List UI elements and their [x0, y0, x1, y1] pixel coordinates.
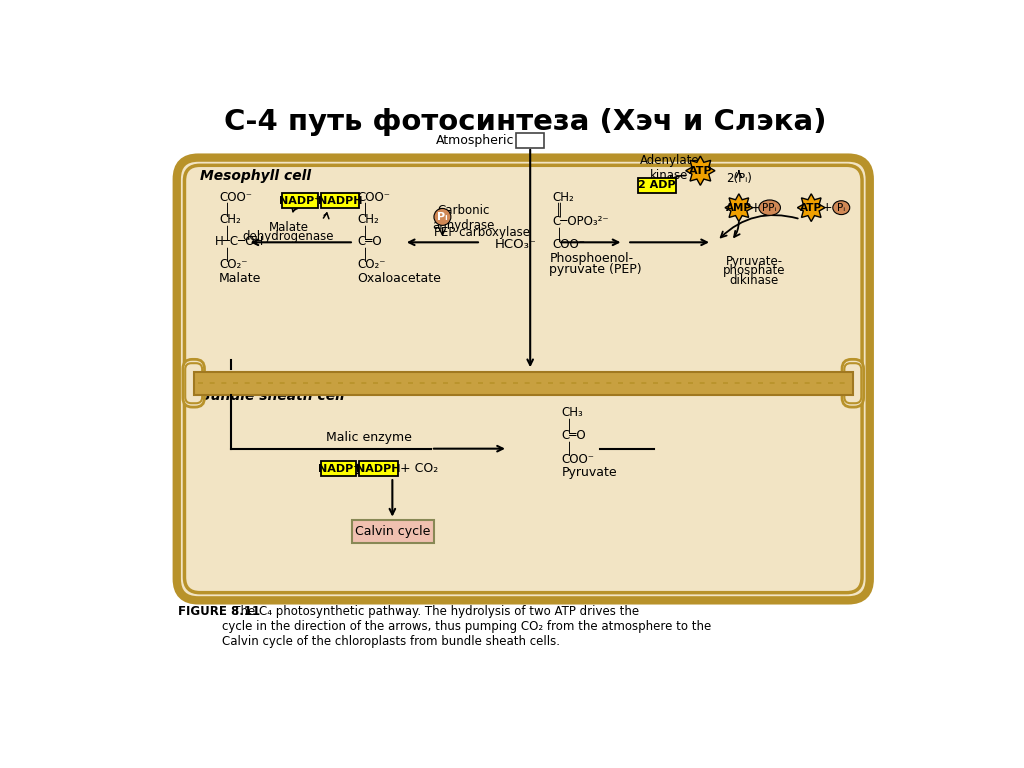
- Text: + CO₂: + CO₂: [400, 462, 438, 475]
- Text: Adenylate
kinase: Adenylate kinase: [640, 154, 699, 182]
- FancyBboxPatch shape: [283, 193, 317, 208]
- FancyBboxPatch shape: [842, 359, 863, 407]
- FancyBboxPatch shape: [845, 363, 861, 403]
- FancyBboxPatch shape: [185, 363, 202, 403]
- Text: Oxaloacetate: Oxaloacetate: [357, 273, 441, 286]
- Text: │: │: [362, 203, 370, 217]
- Text: COO⁻: COO⁻: [553, 238, 586, 251]
- Text: CH₃: CH₃: [562, 406, 584, 419]
- Text: │: │: [223, 203, 230, 217]
- Text: H─C─OH: H─C─OH: [215, 235, 264, 248]
- Text: CH₂: CH₂: [357, 213, 380, 226]
- Text: Carbonic
anhydrase: Carbonic anhydrase: [432, 204, 495, 232]
- Text: NADPH: NADPH: [356, 464, 400, 474]
- Text: Pyruvate-: Pyruvate-: [726, 255, 782, 268]
- Text: COO⁻: COO⁻: [219, 190, 252, 204]
- Text: Malate: Malate: [268, 221, 308, 234]
- FancyBboxPatch shape: [321, 461, 356, 476]
- Text: AMP: AMP: [726, 203, 752, 213]
- Text: │: │: [362, 225, 370, 240]
- FancyBboxPatch shape: [194, 372, 853, 395]
- Text: ATP: ATP: [688, 166, 712, 176]
- Text: Pᵢ: Pᵢ: [437, 212, 447, 222]
- Text: NADP⁺: NADP⁺: [317, 464, 359, 474]
- Text: Phosphoenol-: Phosphoenol-: [550, 253, 634, 265]
- FancyBboxPatch shape: [177, 157, 869, 601]
- Circle shape: [434, 208, 451, 225]
- Text: C═O: C═O: [562, 429, 587, 442]
- FancyBboxPatch shape: [183, 359, 205, 407]
- Text: Atmospheric: Atmospheric: [435, 134, 514, 147]
- Text: Pᵢ: Pᵢ: [838, 203, 846, 213]
- Text: │: │: [565, 419, 572, 433]
- Text: Mesophyll cell: Mesophyll cell: [200, 169, 311, 183]
- Text: CO: CO: [521, 134, 540, 147]
- FancyBboxPatch shape: [321, 193, 359, 208]
- Text: │: │: [565, 442, 572, 456]
- Text: │: │: [223, 248, 230, 262]
- Text: CH₂: CH₂: [219, 213, 241, 226]
- Text: The C₄ photosynthetic pathway. The hydrolysis of two ATP drives the
cycle in the: The C₄ photosynthetic pathway. The hydro…: [222, 605, 712, 648]
- Text: 2: 2: [534, 138, 539, 147]
- Text: │: │: [362, 248, 370, 262]
- Polygon shape: [725, 194, 753, 221]
- Text: phosphate: phosphate: [723, 264, 785, 277]
- Text: +: +: [750, 200, 762, 215]
- Text: dehydrogenase: dehydrogenase: [243, 230, 334, 243]
- Polygon shape: [686, 156, 715, 185]
- Text: 2(Pᵢ): 2(Pᵢ): [726, 172, 752, 185]
- Text: PEP carboxylase: PEP carboxylase: [434, 226, 529, 239]
- Text: CH₂: CH₂: [553, 190, 574, 204]
- Text: COO⁻: COO⁻: [357, 190, 391, 204]
- Text: NADPH: NADPH: [317, 196, 362, 206]
- Text: PPᵢ: PPᵢ: [763, 203, 777, 213]
- Text: ║: ║: [556, 203, 563, 217]
- Text: 2 ADP: 2 ADP: [638, 180, 676, 190]
- Text: CO₂⁻: CO₂⁻: [219, 258, 248, 270]
- Text: CO₂⁻: CO₂⁻: [357, 258, 386, 270]
- Text: С-4 путь фотосинтеза (Хэч и Слэка): С-4 путь фотосинтеза (Хэч и Слэка): [223, 108, 826, 136]
- Text: dikinase: dikinase: [730, 273, 779, 286]
- Text: │: │: [556, 227, 563, 242]
- Text: ATP: ATP: [800, 203, 822, 213]
- Ellipse shape: [759, 200, 780, 215]
- Text: Calvin cycle: Calvin cycle: [355, 525, 431, 538]
- Text: Bundle sheath cell: Bundle sheath cell: [200, 389, 344, 402]
- FancyBboxPatch shape: [516, 133, 544, 147]
- Polygon shape: [798, 194, 825, 221]
- Ellipse shape: [833, 200, 850, 214]
- Text: HCO₃⁻: HCO₃⁻: [495, 238, 537, 251]
- Text: Malate: Malate: [219, 273, 261, 286]
- Text: COO⁻: COO⁻: [562, 452, 595, 465]
- Text: Pyruvate: Pyruvate: [562, 466, 617, 479]
- Text: C═O: C═O: [357, 235, 382, 248]
- Text: +: +: [822, 201, 833, 214]
- FancyBboxPatch shape: [184, 165, 862, 593]
- FancyBboxPatch shape: [352, 519, 434, 543]
- Text: FIGURE 8.11: FIGURE 8.11: [178, 605, 260, 618]
- Text: NADP⁺: NADP⁺: [280, 196, 321, 206]
- Text: Malic enzyme: Malic enzyme: [327, 431, 413, 444]
- Text: C─OPO₃²⁻: C─OPO₃²⁻: [553, 215, 609, 228]
- Text: pyruvate (PEP): pyruvate (PEP): [550, 263, 642, 276]
- FancyBboxPatch shape: [638, 177, 677, 193]
- Text: │: │: [223, 225, 230, 240]
- FancyBboxPatch shape: [359, 461, 397, 476]
